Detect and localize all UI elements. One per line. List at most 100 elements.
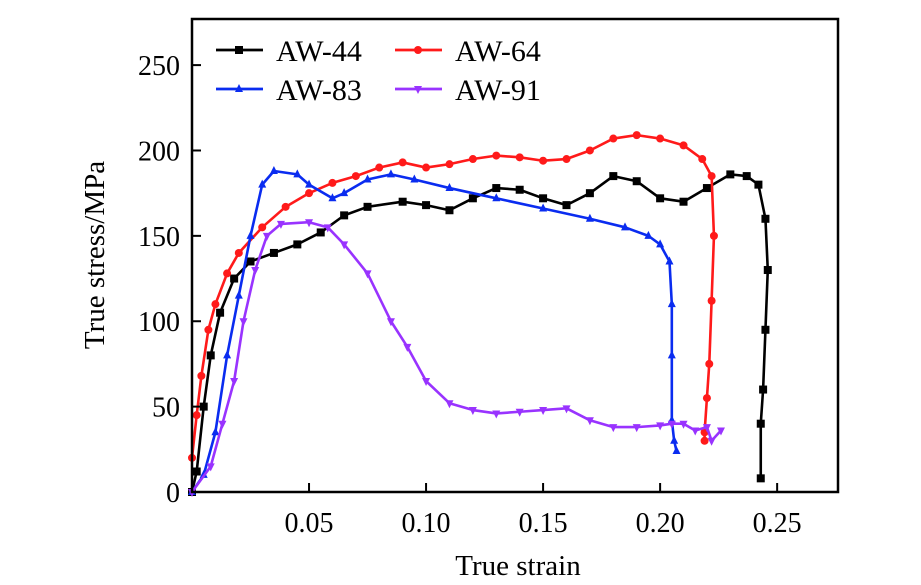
- data-point: [305, 179, 314, 188]
- data-point: [410, 174, 419, 183]
- legend: AW-44 AW-64 AW-83 AW-91: [216, 35, 541, 107]
- data-point: [246, 230, 255, 239]
- data-point: [698, 155, 707, 164]
- data-point: [234, 248, 243, 257]
- data-point: [702, 424, 711, 433]
- data-point: [644, 230, 653, 239]
- data-point: [316, 228, 325, 237]
- data-point: [363, 270, 372, 279]
- y-axis: 0 50 100 150 200 250: [138, 51, 201, 509]
- legend-label: AW-83: [276, 74, 362, 107]
- data-point: [340, 211, 349, 220]
- data-point: [667, 420, 676, 429]
- data-point: [515, 185, 524, 194]
- data-point: [305, 219, 314, 228]
- legend-label: AW-44: [276, 35, 362, 68]
- data-point: [679, 420, 688, 429]
- x-tick-label: 0.10: [402, 508, 451, 539]
- legend-marker: [414, 46, 422, 54]
- legend-marker: [235, 46, 243, 54]
- data-point: [206, 463, 215, 472]
- x-axis-label: True strain: [455, 550, 581, 582]
- data-point: [234, 290, 243, 299]
- data-point: [293, 240, 302, 249]
- data-point: [562, 155, 571, 164]
- data-point: [422, 163, 431, 172]
- data-point: [763, 266, 772, 275]
- legend-item-aw-44: AW-44: [216, 35, 362, 68]
- data-point: [445, 160, 454, 169]
- data-point: [756, 419, 765, 428]
- series-aw-83: [188, 165, 681, 495]
- data-point: [323, 224, 332, 233]
- data-point: [585, 146, 594, 155]
- data-point: [691, 427, 700, 436]
- x-tick-label: 0.05: [285, 508, 334, 539]
- data-point: [422, 378, 431, 387]
- data-point: [398, 158, 407, 167]
- data-point: [328, 193, 337, 202]
- data-point: [705, 359, 714, 368]
- legend-item-aw-64: AW-64: [395, 35, 541, 68]
- y-tick-label: 50: [152, 393, 180, 424]
- data-point: [403, 343, 412, 352]
- data-point: [667, 350, 676, 359]
- data-point: [492, 193, 501, 202]
- data-point: [363, 174, 372, 183]
- legend-marker: [235, 84, 243, 92]
- data-point: [468, 155, 477, 164]
- data-point: [262, 232, 271, 241]
- data-point: [761, 325, 770, 334]
- data-point: [281, 202, 290, 211]
- data-point: [759, 385, 768, 394]
- data-point: [445, 400, 454, 409]
- data-point: [468, 407, 477, 416]
- x-tick-label: 0.15: [519, 508, 568, 539]
- data-point: [492, 184, 501, 193]
- data-point: [562, 405, 571, 414]
- data-point: [192, 467, 201, 476]
- data-point: [230, 378, 239, 387]
- data-point: [468, 194, 477, 203]
- data-point: [216, 308, 225, 317]
- data-point: [756, 474, 765, 483]
- data-point: [667, 299, 676, 308]
- data-point: [239, 318, 248, 327]
- data-point: [305, 189, 314, 198]
- data-point: [656, 194, 665, 203]
- data-point: [742, 172, 751, 181]
- x-tick-label: 0.20: [636, 508, 685, 539]
- data-point: [585, 189, 594, 198]
- data-point: [754, 180, 763, 189]
- data-point: [351, 172, 360, 181]
- legend-marker: [414, 86, 422, 94]
- data-point: [709, 231, 718, 240]
- series-line: [190, 169, 678, 493]
- data-point: [539, 407, 548, 416]
- data-point: [562, 201, 571, 210]
- y-tick-label: 100: [138, 307, 180, 338]
- legend-item-aw-83: AW-83: [216, 74, 362, 107]
- data-point: [609, 424, 618, 433]
- data-point: [269, 165, 278, 174]
- data-point: [223, 269, 232, 278]
- data-point: [445, 183, 454, 192]
- data-point: [716, 427, 725, 436]
- data-point: [609, 134, 618, 143]
- x-axis: 0.05 0.10 0.15 0.20 0.25: [285, 483, 802, 539]
- data-point: [375, 163, 384, 172]
- series-aw-44: [188, 170, 772, 496]
- data-point: [656, 239, 665, 248]
- data-point: [700, 436, 709, 445]
- data-point: [515, 153, 524, 162]
- data-point: [211, 427, 220, 436]
- y-tick-label: 250: [138, 51, 180, 82]
- legend-item-aw-91: AW-91: [395, 74, 541, 107]
- data-point: [258, 223, 267, 232]
- data-point: [386, 318, 395, 327]
- data-point: [363, 202, 372, 211]
- data-point: [199, 402, 208, 411]
- data-point: [192, 411, 201, 420]
- data-point: [632, 177, 641, 186]
